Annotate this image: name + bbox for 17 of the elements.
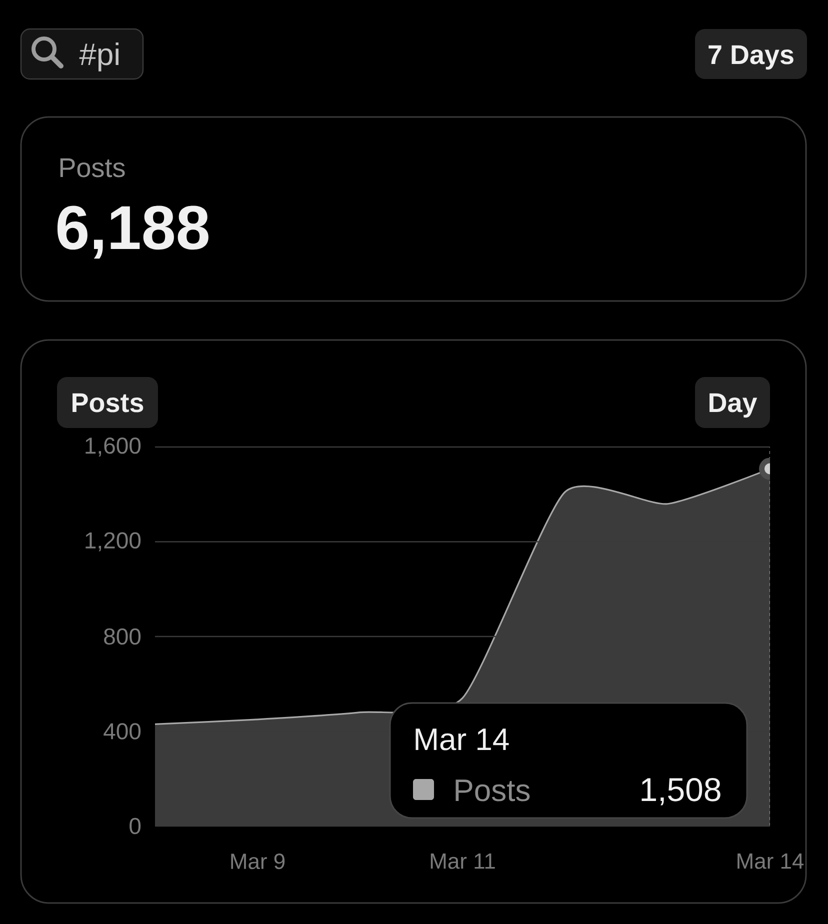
x-tick-label: Mar 11 xyxy=(430,854,495,869)
y-tick-label: 1,600 xyxy=(86,438,141,457)
text: #pi xyxy=(79,42,118,72)
text: Posts xyxy=(60,158,125,178)
y-tick-label: 1,200 xyxy=(86,532,141,552)
y-tick-label: 0 xyxy=(130,818,141,834)
annotation: Mar 14 xyxy=(416,728,509,750)
chart-title: Posts xyxy=(72,393,144,412)
x-tick-label: Mar 14 xyxy=(738,854,804,869)
text: Day xyxy=(710,393,758,418)
text: 7 Days xyxy=(708,45,794,70)
y-tick-label: 800 xyxy=(104,628,141,645)
x-tick-label: Mar 9 xyxy=(231,854,285,870)
legend-label: Posts xyxy=(456,780,530,802)
annotation: 1,508 xyxy=(642,778,720,806)
y-tick-label: 400 xyxy=(104,723,141,740)
text: 6,188 xyxy=(57,206,208,259)
